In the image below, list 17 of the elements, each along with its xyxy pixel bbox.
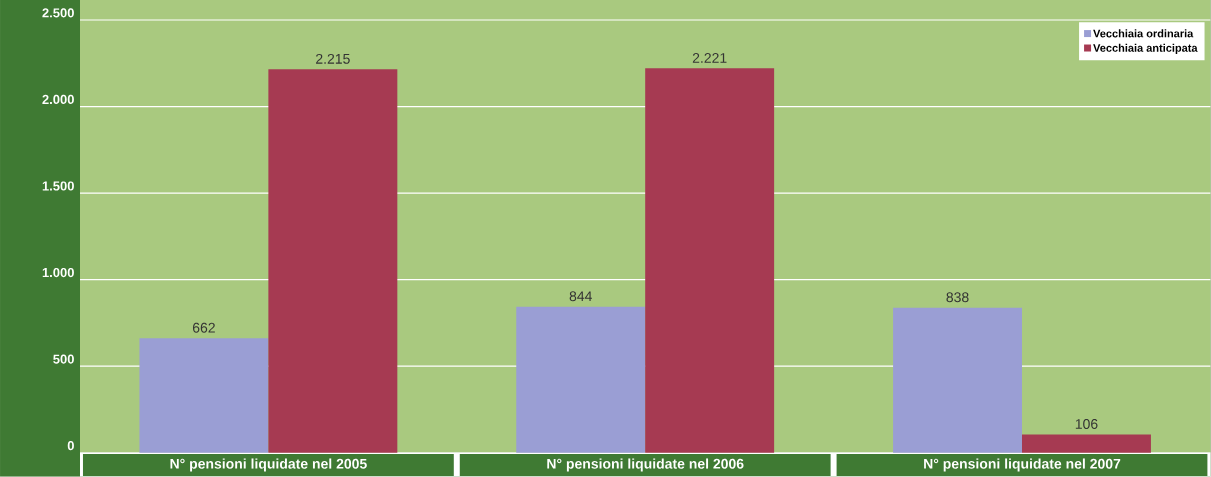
y-tick-label: 2.500 [42,8,74,18]
data-label: 662 [192,322,215,333]
data-label: 2.221 [692,53,727,63]
y-tick-label: 2.000 [42,94,74,105]
x-tick-label: N° pensioni liquidate nel 2006 [547,458,744,472]
data-label: 844 [569,291,592,302]
y-tick-label: 500 [53,354,74,364]
legend-label: Vecchiaia ordinaria [1093,29,1194,38]
y-tick-label: 1.500 [42,181,74,191]
x-tick-label: N° pensioni liquidate nel 2007 [924,458,1121,472]
x-tick-label: N° pensioni liquidate nel 2005 [170,458,367,472]
data-label: 2.215 [316,54,350,64]
y-tick-label: 0 [67,441,74,451]
legend-label: Vecchiaia anticipata [1093,43,1198,55]
data-label: 838 [946,292,969,303]
y-tick-label: 1.000 [42,268,74,278]
data-label: 106 [1075,419,1098,430]
